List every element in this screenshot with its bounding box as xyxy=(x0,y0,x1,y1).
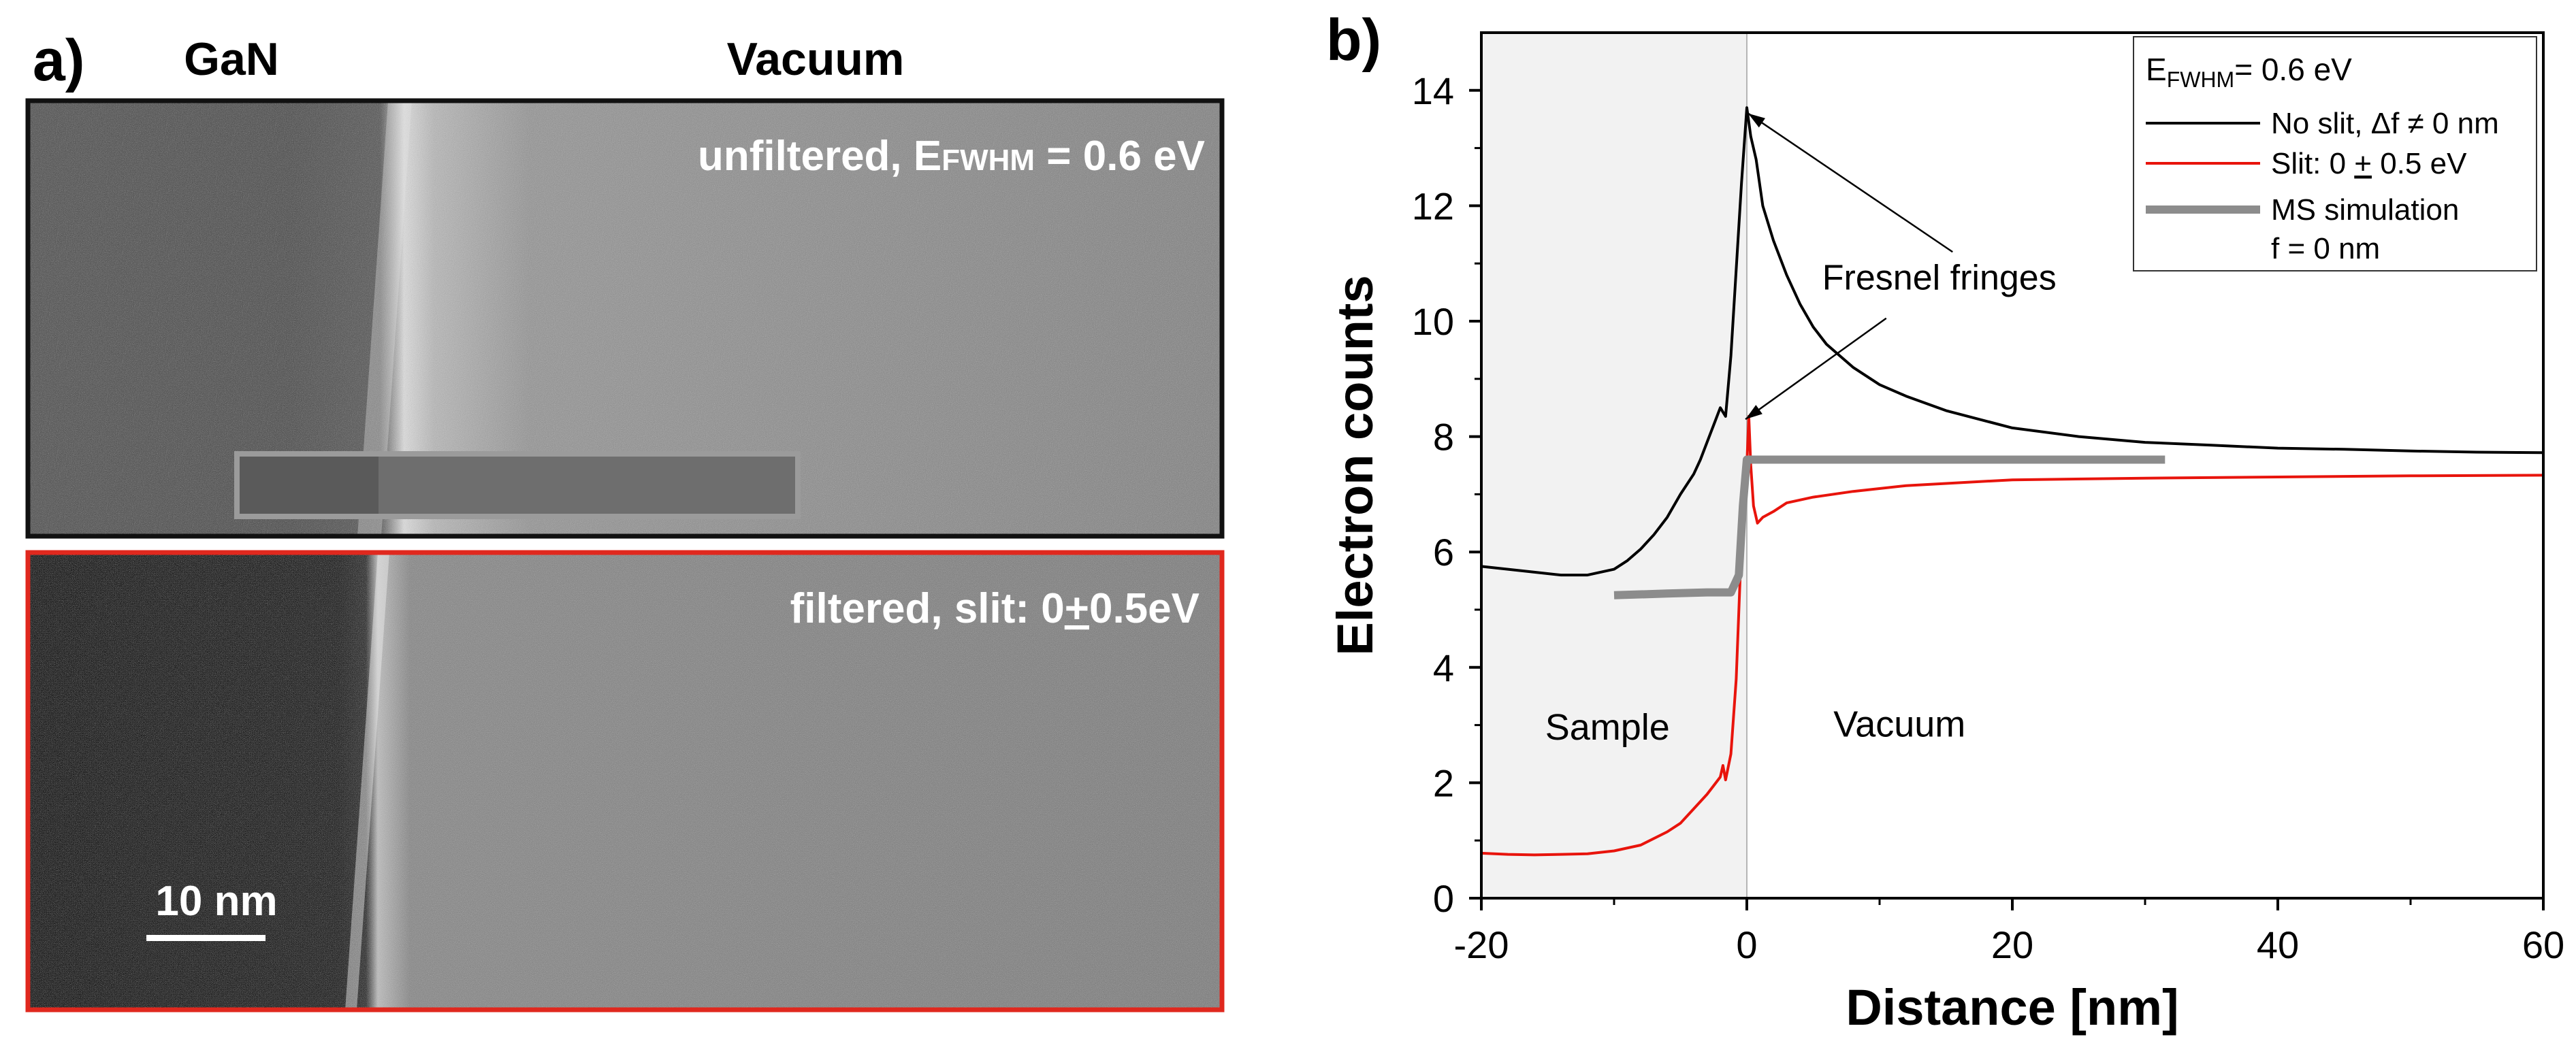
profile-region-gan-part xyxy=(240,457,379,514)
x-tick-label: 40 xyxy=(2257,923,2299,966)
y-tick-label: 0 xyxy=(1433,877,1454,920)
vacuum-region-label: Vacuum xyxy=(1833,704,1965,745)
sample-region-shading xyxy=(1481,33,1747,898)
panel-a: a) GaN Vacuum unfiltered, EFWHM = 0.6 eV… xyxy=(25,28,1225,1012)
annotation-arrowhead xyxy=(1748,113,1765,128)
scale-bar xyxy=(146,935,265,941)
legend-label-slit: Slit: 0 + 0.5 eV xyxy=(2271,147,2467,180)
y-tick-label: 8 xyxy=(1433,416,1454,459)
series-ms-simulation xyxy=(1613,455,2166,599)
legend-title: EFWHM= 0.6 eV xyxy=(2146,52,2352,92)
sample-region-label: Sample xyxy=(1545,707,1670,748)
legend-label-ms-simulation: MS simulation xyxy=(2271,193,2459,227)
legend-label-ms-focus: f = 0 nm xyxy=(2271,232,2380,265)
y-tick-label: 2 xyxy=(1433,761,1454,804)
header-vacuum: Vacuum xyxy=(727,33,905,85)
legend-label-no-slit: No slit, Δf ≠ 0 nm xyxy=(2271,107,2499,140)
legend-box xyxy=(2133,36,2537,271)
y-tick-label: 10 xyxy=(1412,300,1454,343)
annotation-arrow xyxy=(1745,317,1887,421)
panel-a-label: a) xyxy=(33,28,84,93)
x-tick-label: 20 xyxy=(1991,923,2033,966)
x-tick-label: 0 xyxy=(1736,923,1757,966)
y-tick-label: 14 xyxy=(1412,69,1454,112)
x-axis-label: Distance [nm] xyxy=(1846,979,2178,1036)
scale-bar-label: 10 nm xyxy=(155,878,277,925)
bottom-image-border xyxy=(25,550,1225,1012)
legend: EFWHM= 0.6 eV No slit, Δf ≠ 0 nm Slit: 0… xyxy=(2133,36,2537,271)
top-image-border xyxy=(25,98,1225,539)
series-no-slit xyxy=(1481,106,2544,577)
caption-filtered: filtered, slit: 0+0.5eV xyxy=(790,585,1200,632)
header-gan: GaN xyxy=(184,33,279,85)
y-axis-label: Electron counts xyxy=(1327,275,1383,655)
annotation-arrow xyxy=(1748,112,1953,253)
y-tick-label: 4 xyxy=(1433,646,1454,689)
panel-b-label: b) xyxy=(1326,7,1381,73)
micrograph-filtered: filtered, slit: 0+0.5eV 10 nm xyxy=(25,550,1225,1012)
caption-unfiltered: unfiltered, EFWHM = 0.6 eV xyxy=(698,133,1205,180)
micrograph-unfiltered: unfiltered, EFWHM = 0.6 eV xyxy=(25,98,1225,539)
x-tick-label: 60 xyxy=(2522,923,2564,966)
fresnel-fringes-annotation: Fresnel fringes xyxy=(1822,258,2057,297)
x-tick-label: -20 xyxy=(1454,923,1509,966)
y-tick-label: 6 xyxy=(1433,531,1454,574)
annotation-arrowhead xyxy=(1745,405,1762,420)
y-tick-label: 12 xyxy=(1412,184,1454,227)
